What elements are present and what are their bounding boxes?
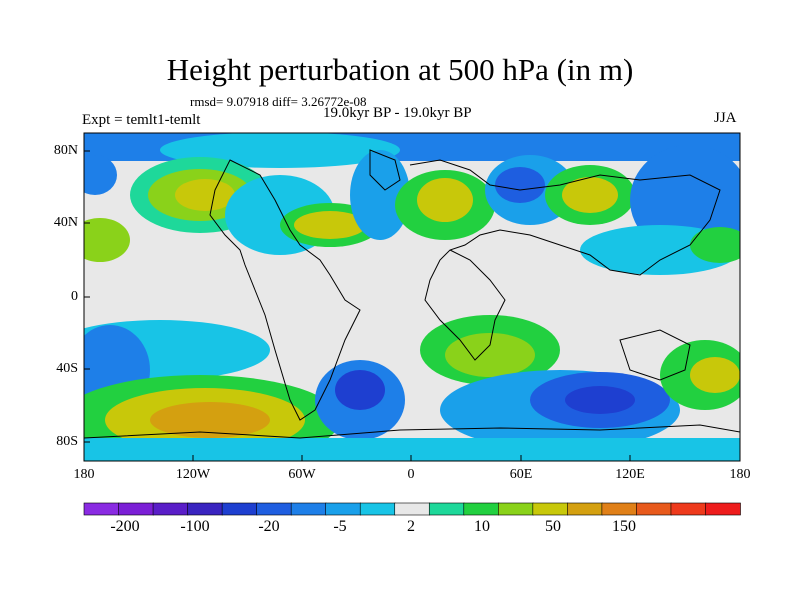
colorbar-swatch bbox=[463, 502, 500, 516]
satl-negative-2 bbox=[335, 370, 385, 410]
lon-tick-label: 120E bbox=[615, 467, 645, 482]
colorbar-swatch bbox=[394, 502, 431, 516]
colorbar-swatch bbox=[636, 502, 672, 516]
lat-tick-label: 80N bbox=[53, 143, 78, 158]
colorbar-label: -5 bbox=[333, 518, 347, 535]
colorbar-swatch bbox=[670, 502, 707, 516]
antarctic-band bbox=[84, 438, 740, 461]
greenland-coast bbox=[369, 149, 401, 191]
colorbar-swatch bbox=[601, 502, 638, 516]
rmsd-stats: rmsd= 9.07918 diff= 3.26772e-08 bbox=[190, 94, 367, 109]
experiment-label: Expt = temlt1-temlt bbox=[82, 112, 201, 128]
lon-tick-label: 60E bbox=[509, 467, 533, 482]
colorbar-label: 2 bbox=[407, 518, 415, 535]
asia-positive-2 bbox=[562, 177, 618, 213]
colorbar-swatch bbox=[498, 502, 534, 516]
west-edge-negative bbox=[84, 155, 117, 195]
colorbar-label: -200 bbox=[110, 518, 140, 535]
lat-tick-label: 40S bbox=[56, 361, 78, 376]
colorbar-swatch bbox=[256, 502, 292, 516]
australia-coast bbox=[619, 329, 691, 381]
lat-tick-label: 40N bbox=[53, 215, 78, 230]
southern-ocean-negative-3 bbox=[565, 386, 635, 414]
colorbar-swatch bbox=[187, 502, 223, 516]
colorbar-swatch bbox=[152, 502, 189, 516]
colorbar-swatch bbox=[221, 502, 258, 516]
period-label: 19.0kyr BP - 19.0kyr BP bbox=[323, 105, 472, 121]
colorbar bbox=[83, 502, 741, 516]
npac-positive-3 bbox=[175, 179, 235, 211]
colorbar-swatch bbox=[532, 502, 569, 516]
coastlines bbox=[84, 149, 740, 439]
map-title: Height perturbation at 500 hPa (in m) bbox=[166, 52, 634, 87]
europe-positive-2 bbox=[417, 178, 473, 222]
season-label: JJA bbox=[714, 110, 737, 126]
atlantic-positive-2 bbox=[294, 211, 366, 239]
americas-coast bbox=[209, 159, 361, 421]
colorbar-label: 150 bbox=[612, 518, 636, 535]
antarctica-coast bbox=[84, 424, 740, 439]
colorbar-swatch bbox=[83, 502, 120, 516]
colorbar-label: -100 bbox=[180, 518, 210, 535]
colorbar-label: 50 bbox=[545, 518, 561, 535]
spac-shallow bbox=[84, 320, 270, 380]
colorbar-swatch bbox=[118, 502, 154, 516]
contour-field bbox=[84, 133, 740, 461]
colorbar-label: 10 bbox=[474, 518, 490, 535]
lat-tick-label: 80S bbox=[56, 434, 78, 449]
colorbar-swatch bbox=[290, 502, 327, 516]
lon-tick-label: 180 bbox=[73, 467, 95, 482]
colorbar-swatch bbox=[428, 502, 465, 516]
greenland-negative bbox=[350, 150, 410, 240]
axis-ticks bbox=[84, 150, 631, 461]
colorbar-swatch bbox=[359, 502, 396, 516]
colorbar-swatch bbox=[325, 502, 362, 516]
africa-positive-2 bbox=[445, 333, 535, 377]
lon-tick-label: 120W bbox=[175, 467, 211, 482]
eurasia-africa-coast bbox=[409, 159, 721, 361]
lat-tick-label: 0 bbox=[71, 289, 78, 304]
west-edge-positive bbox=[84, 218, 130, 262]
lon-tick-label: 60W bbox=[288, 467, 316, 482]
spac-positive-3 bbox=[150, 402, 270, 438]
lon-tick-label: 180 bbox=[729, 467, 751, 482]
siberia-negative-2 bbox=[495, 167, 545, 203]
colorbar-label: -20 bbox=[258, 518, 280, 535]
colorbar-swatch bbox=[705, 502, 741, 516]
lon-tick-label: 0 bbox=[407, 467, 415, 482]
colorbar-swatch bbox=[567, 502, 603, 516]
nz-positive-2 bbox=[690, 357, 740, 393]
east-edge-positive bbox=[690, 227, 740, 263]
